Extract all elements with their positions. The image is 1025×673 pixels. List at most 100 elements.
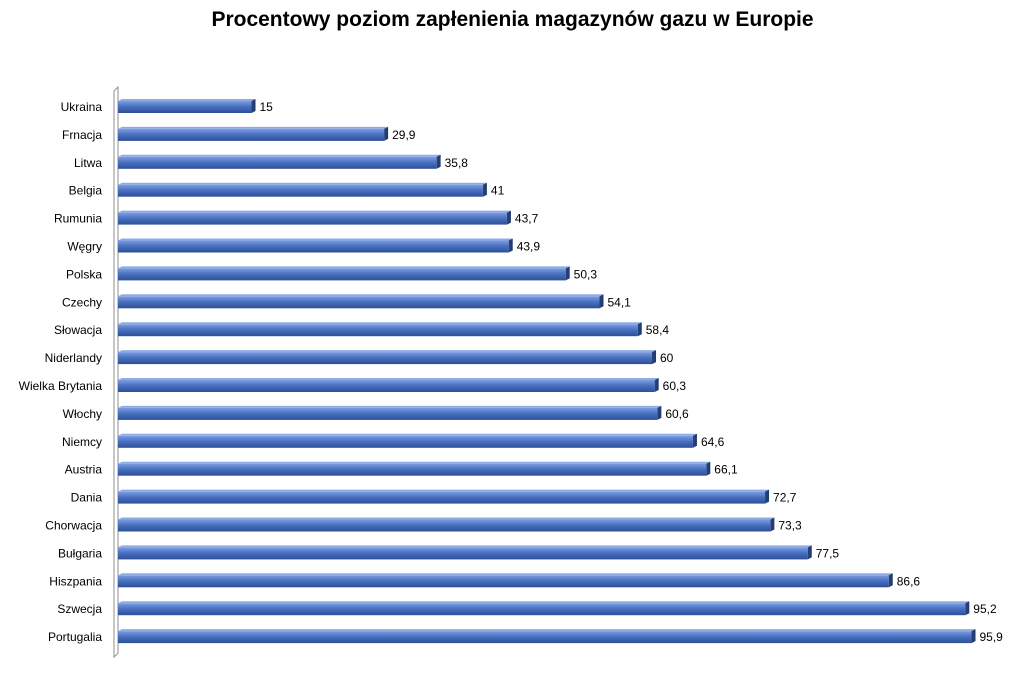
bar-cap — [770, 517, 775, 532]
bar-cap — [482, 182, 487, 197]
data-label: 60,3 — [663, 379, 687, 393]
category-label: Hiszpania — [49, 574, 102, 588]
bar-face — [118, 463, 707, 476]
bar-top — [118, 601, 970, 604]
data-label: 77,5 — [816, 546, 840, 560]
data-label: 66,1 — [714, 463, 738, 477]
data-label: 60,6 — [665, 407, 689, 421]
category-label: Dania — [71, 491, 103, 505]
data-label: 58,4 — [646, 323, 670, 337]
category-label: Belgia — [69, 184, 103, 198]
bar-top — [118, 573, 893, 576]
category-label: Czechy — [62, 295, 102, 309]
category-label: Niemcy — [62, 435, 102, 449]
data-label: 15 — [260, 100, 274, 114]
data-label: 64,6 — [701, 435, 725, 449]
bar-cap — [652, 350, 656, 365]
bar-cap — [565, 266, 570, 281]
bar-6 — [118, 266, 570, 281]
bar-top — [118, 322, 642, 325]
bar-9 — [118, 350, 656, 365]
data-label: 54,1 — [607, 295, 631, 309]
bar-face — [118, 631, 972, 644]
data-label: 95,9 — [980, 630, 1004, 644]
data-label: 73,3 — [778, 519, 802, 533]
category-label: Chorwacja — [45, 519, 102, 533]
bar-face — [118, 547, 808, 560]
bar-top — [118, 378, 659, 380]
bar-top — [118, 210, 511, 213]
bar-face — [118, 184, 483, 197]
category-label: Ukraina — [61, 100, 103, 114]
category-label: Słowacja — [54, 323, 102, 337]
y-axis-wall — [113, 85, 119, 659]
bar-19 — [118, 629, 976, 644]
data-label: 43,7 — [515, 212, 539, 226]
bar-cap — [654, 378, 659, 392]
bar-top — [118, 350, 656, 353]
bar-cap — [965, 601, 970, 616]
data-label: 72,7 — [773, 491, 797, 505]
data-label: 60 — [660, 351, 674, 365]
bar-18 — [118, 601, 970, 616]
bar-top — [118, 126, 389, 129]
bar-12 — [118, 433, 697, 448]
bar-cap — [971, 629, 976, 644]
bar-cap — [506, 210, 511, 225]
category-label: Rumunia — [54, 212, 102, 226]
bar-4 — [118, 210, 511, 225]
bar-top — [118, 154, 441, 157]
category-label: Szwecja — [57, 602, 102, 616]
bar-cap — [251, 99, 256, 113]
category-label: Frnacja — [62, 128, 102, 142]
bar-face — [118, 128, 385, 141]
bar-cap — [706, 461, 711, 476]
bar-face — [118, 296, 600, 309]
bar-face — [118, 491, 766, 504]
bar-cap — [888, 573, 893, 588]
bar-top — [118, 629, 976, 632]
bar-14 — [118, 489, 770, 504]
chart-title: Procentowy poziom zapłenienia magazynów … — [211, 8, 814, 31]
bar-top — [118, 433, 697, 436]
category-label: Litwa — [74, 156, 102, 170]
bar-top — [118, 99, 256, 101]
bar-1 — [118, 126, 389, 141]
bar-face — [118, 603, 966, 616]
bar-top — [118, 182, 487, 185]
category-label: Polska — [66, 267, 102, 281]
bar-7 — [118, 294, 604, 309]
bar-face — [118, 240, 509, 253]
bar-face — [118, 380, 655, 392]
bar-cap — [384, 126, 389, 141]
category-label: Portugalia — [48, 630, 102, 644]
bar-0 — [118, 99, 256, 113]
bar-face — [118, 324, 638, 337]
bar-face — [118, 101, 252, 113]
bar-top — [118, 489, 770, 492]
bar-2 — [118, 154, 441, 169]
bar-cap — [657, 405, 662, 420]
category-label: Włochy — [63, 407, 102, 421]
data-label: 86,6 — [897, 574, 921, 588]
bar-top — [118, 517, 775, 520]
data-label: 29,9 — [392, 128, 416, 142]
bar-13 — [118, 461, 711, 476]
data-label: 43,9 — [517, 240, 541, 254]
bar-face — [118, 352, 652, 365]
bar-17 — [118, 573, 893, 588]
bar-top — [118, 294, 604, 297]
category-label: Austria — [65, 463, 103, 477]
bar-cap — [637, 322, 642, 337]
bar-11 — [118, 405, 662, 420]
data-label: 41 — [491, 184, 505, 198]
category-label: Węgry — [67, 240, 102, 254]
bar-face — [118, 268, 566, 281]
bar-top — [118, 405, 662, 408]
bar-face — [118, 435, 693, 448]
bar-top — [118, 266, 570, 269]
category-label: Bułgaria — [58, 546, 102, 560]
bar-cap — [692, 433, 697, 448]
